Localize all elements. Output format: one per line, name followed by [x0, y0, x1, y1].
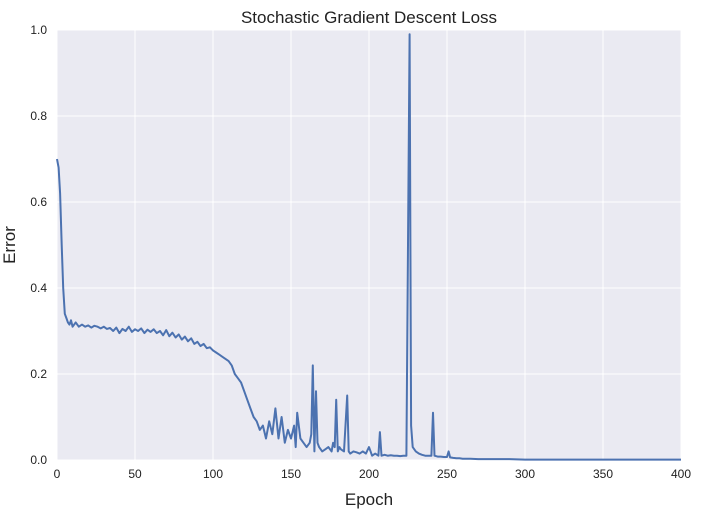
- series-group: [56, 33, 681, 461]
- x-tick-label: 200: [359, 467, 379, 481]
- loss-series-line: [56, 33, 681, 461]
- y-axis-label: Error: [0, 226, 19, 264]
- x-tick-label: 400: [671, 467, 691, 481]
- x-axis-label: Epoch: [345, 490, 393, 509]
- x-tick-label: 50: [128, 467, 142, 481]
- x-tick-label: 100: [203, 467, 223, 481]
- x-axis-ticks: 0 50 100 150 200 250 300 350 400: [54, 467, 692, 481]
- x-tick-label: 150: [281, 467, 301, 481]
- y-tick-label: 0.2: [30, 367, 47, 381]
- y-tick-label: 0.4: [30, 281, 47, 295]
- x-tick-label: 350: [593, 467, 613, 481]
- y-tick-label: 0.0: [30, 453, 47, 467]
- y-tick-label: 0.8: [30, 109, 47, 123]
- x-tick-label: 0: [54, 467, 61, 481]
- y-tick-label: 0.6: [30, 195, 47, 209]
- y-tick-label: 1.0: [30, 23, 47, 37]
- y-axis-ticks: 0.0 0.2 0.4 0.6 0.8 1.0: [30, 23, 47, 467]
- x-tick-label: 300: [515, 467, 535, 481]
- chart-title: Stochastic Gradient Descent Loss: [241, 8, 497, 27]
- x-tick-label: 250: [437, 467, 457, 481]
